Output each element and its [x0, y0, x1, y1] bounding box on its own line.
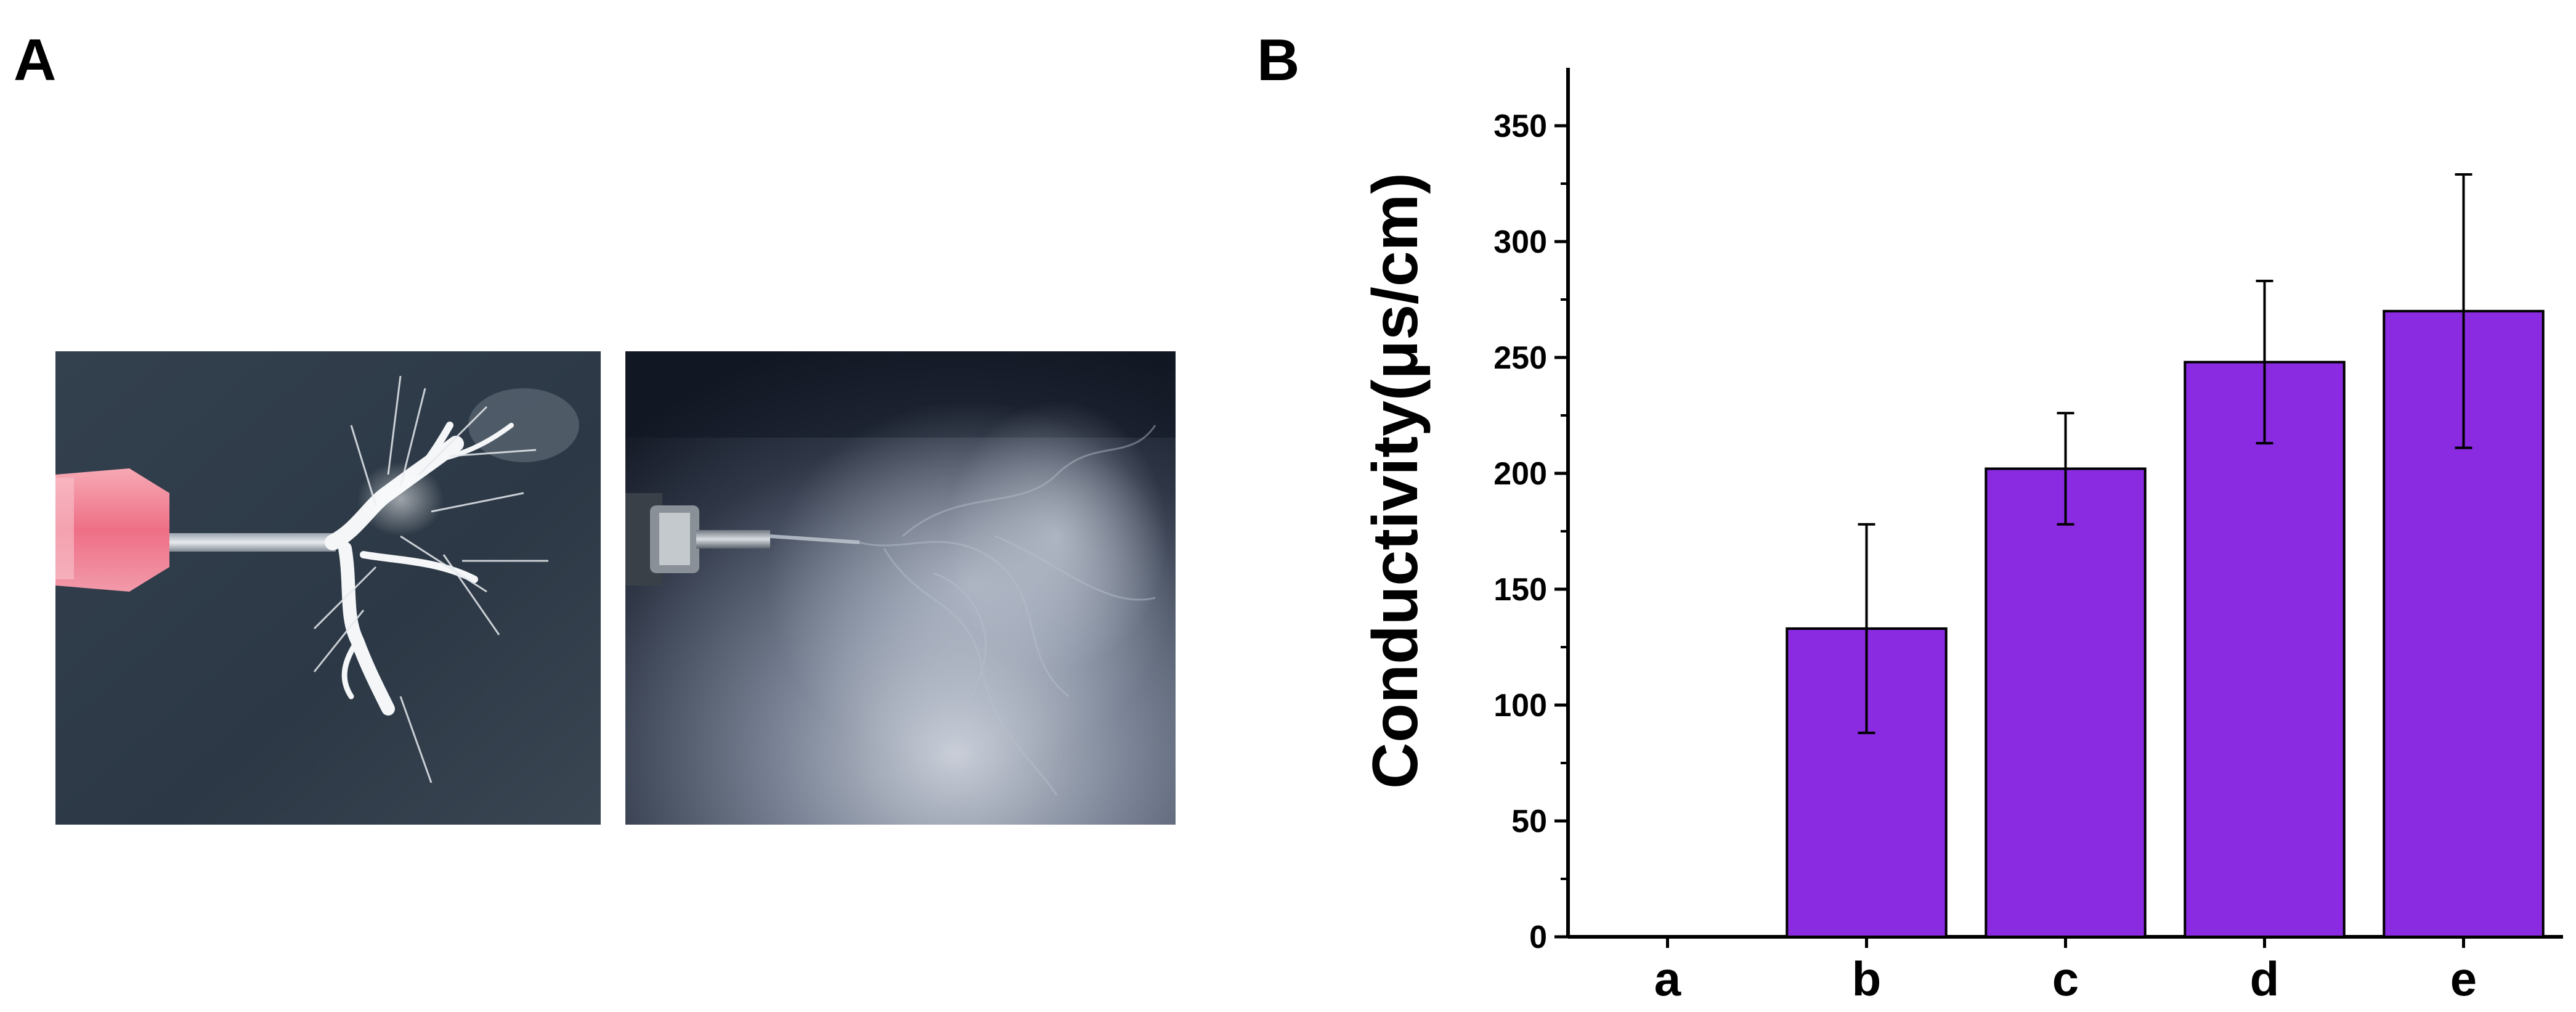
error-bar-d: [2256, 279, 2273, 445]
panel-label-b: B: [1257, 27, 1300, 93]
x-category-label-c: c: [2052, 952, 2079, 1006]
error-bar-c: [2057, 412, 2074, 526]
x-category-label-b: b: [1852, 952, 1882, 1006]
photo-needle-spray-image: [625, 351, 1176, 825]
y-tick-label: 100: [1493, 688, 1547, 724]
y-tick-label: 200: [1493, 456, 1547, 492]
y-tick-label: 150: [1493, 572, 1547, 608]
error-bar-e: [2455, 173, 2472, 449]
panel-label-a: A: [14, 27, 57, 93]
error-bar-b: [1858, 523, 1875, 735]
chart-bars: [1786, 309, 2545, 938]
y-tick-label: 0: [1529, 920, 1547, 955]
x-category-label-a: a: [1654, 952, 1681, 1006]
photo-syringe-jet-image: [55, 351, 601, 825]
bar-d: [2184, 361, 2346, 938]
bar-c: [1985, 467, 2147, 938]
photo-syringe-jet: [55, 351, 601, 825]
y-tick-label: 250: [1493, 340, 1547, 376]
y-tick-label: 350: [1493, 108, 1547, 144]
x-axis-categories: a b c d e: [1654, 937, 2477, 1006]
chart-error-bars: [1858, 173, 2472, 735]
y-axis-ticks: 0 50 100 150 200 250 300 350: [1493, 108, 1568, 955]
photo-needle-spray: [625, 351, 1176, 825]
y-axis-label: Conductivity(μs/cm): [1360, 173, 1431, 789]
y-tick-label: 300: [1493, 224, 1547, 260]
y-tick-label: 50: [1511, 804, 1547, 839]
x-category-label-e: e: [2450, 952, 2477, 1006]
x-category-label-d: d: [2250, 952, 2280, 1006]
